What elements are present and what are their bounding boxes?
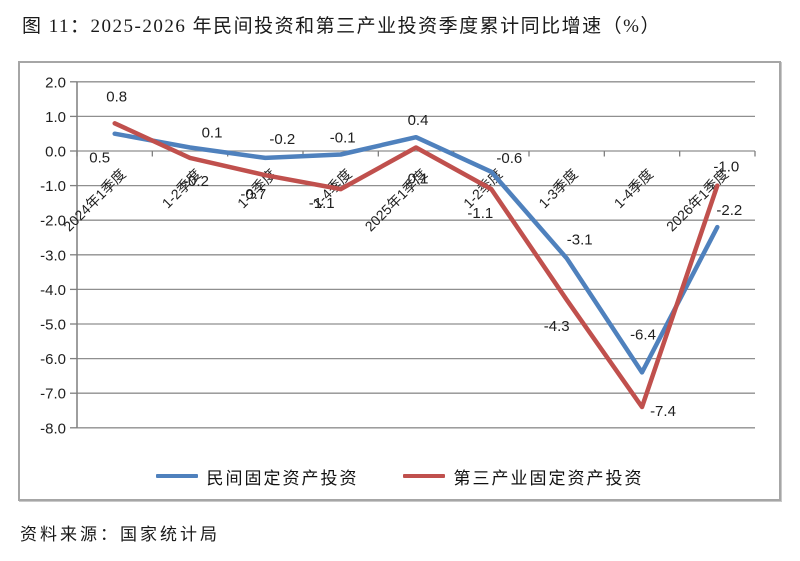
data-label-series-0: -0.6 xyxy=(496,150,522,167)
x-category-label: 1-3季度 xyxy=(535,166,580,211)
data-label-series-1: 0.1 xyxy=(408,171,429,188)
data-label-series-0: -0.1 xyxy=(330,129,356,146)
data-label-series-1: 0.8 xyxy=(106,88,127,105)
y-tick-label: -7.0 xyxy=(40,386,66,403)
chart-legend: 民间固定资产投资 第三产业固定资产投资 xyxy=(20,463,779,489)
legend-label-private-investment: 民间固定资产投资 xyxy=(206,468,359,488)
data-label-series-0: 0.1 xyxy=(202,125,223,142)
legend-label-tertiary-investment: 第三产业固定资产投资 xyxy=(453,468,644,488)
data-label-series-1: -4.3 xyxy=(544,318,570,335)
legend-item-tertiary-investment: 第三产业固定资产投资 xyxy=(402,464,644,489)
y-tick-label: -5.0 xyxy=(40,317,66,334)
data-label-series-1: -0.2 xyxy=(183,173,209,190)
x-category-label: 2024年1季度 xyxy=(60,166,129,235)
y-tick-label: 0.0 xyxy=(45,144,66,161)
source-note: 资料来源：国家统计局 xyxy=(20,525,220,544)
chart-area: 2.0 1.0 0.0 -1.0 -2.0 -3.0 -4.0 -5.0 -6.0 -7.0 -8.… xyxy=(18,61,781,501)
line-chart-svg: 2.0 1.0 0.0 -1.0 -2.0 -3.0 -4.0 -5.0 -6.0 -7.0 -8.… xyxy=(40,74,756,437)
data-label-series-0: -0.2 xyxy=(269,131,295,148)
data-label-series-1: -1.1 xyxy=(309,195,335,212)
data-label-series-0: -2.2 xyxy=(716,202,742,219)
data-label-series-1: -1.1 xyxy=(467,205,493,222)
y-tick-label: 1.0 xyxy=(45,109,66,126)
y-tick-label: 2.0 xyxy=(45,74,66,91)
legend-item-private-investment: 民间固定资产投资 xyxy=(155,464,359,489)
data-label-series-1: -0.7 xyxy=(240,186,266,203)
data-label-series-0: -6.4 xyxy=(630,326,656,343)
legend-line-private-investment-icon xyxy=(155,474,198,478)
data-label-series-0: 0.5 xyxy=(89,150,110,167)
series-line-1 xyxy=(112,121,720,410)
legend-line-tertiary-investment-icon xyxy=(402,474,445,478)
data-label-series-1: -1.0 xyxy=(713,159,739,176)
x-category-label: 2026年1季度 xyxy=(663,166,732,235)
y-tick-label: -6.0 xyxy=(40,351,66,368)
figure-title: 图 11：2025-2026 年民间投资和第三产业投资季度累计同比增速（%） xyxy=(22,16,661,37)
y-tick-label: -1.0 xyxy=(40,178,66,195)
series-line-0 xyxy=(112,131,720,375)
y-tick-label: -3.0 xyxy=(40,247,66,264)
y-tick-label: -2.0 xyxy=(40,213,66,230)
data-label-series-0: -3.1 xyxy=(567,231,593,248)
x-category-label: 1-4季度 xyxy=(611,166,656,211)
y-tick-label: -8.0 xyxy=(40,420,66,437)
data-label-series-1: -7.4 xyxy=(650,403,676,420)
y-tick-label: -4.0 xyxy=(40,282,66,299)
data-label-series-0: 0.4 xyxy=(408,112,429,129)
